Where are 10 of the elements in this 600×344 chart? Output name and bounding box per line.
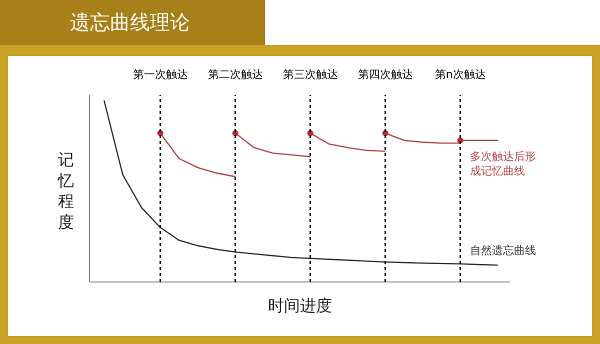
- series-label: 自然遗忘曲线: [470, 244, 536, 257]
- x-tick-label: 第二次触达: [208, 68, 263, 81]
- x-axis-title: 时间进度: [268, 296, 332, 315]
- x-tick-label: 第三次触达: [282, 68, 338, 81]
- x-tick-label: 第n次触达: [434, 68, 486, 81]
- chart-title: 遗忘曲线理论: [70, 10, 190, 34]
- y-axis-title: 记忆程度: [57, 150, 74, 232]
- x-tick-label: 第四次触达: [358, 68, 413, 81]
- series-label: 多次触达后形成记忆曲线: [470, 150, 536, 178]
- x-tick-label: 第一次触达: [132, 68, 188, 81]
